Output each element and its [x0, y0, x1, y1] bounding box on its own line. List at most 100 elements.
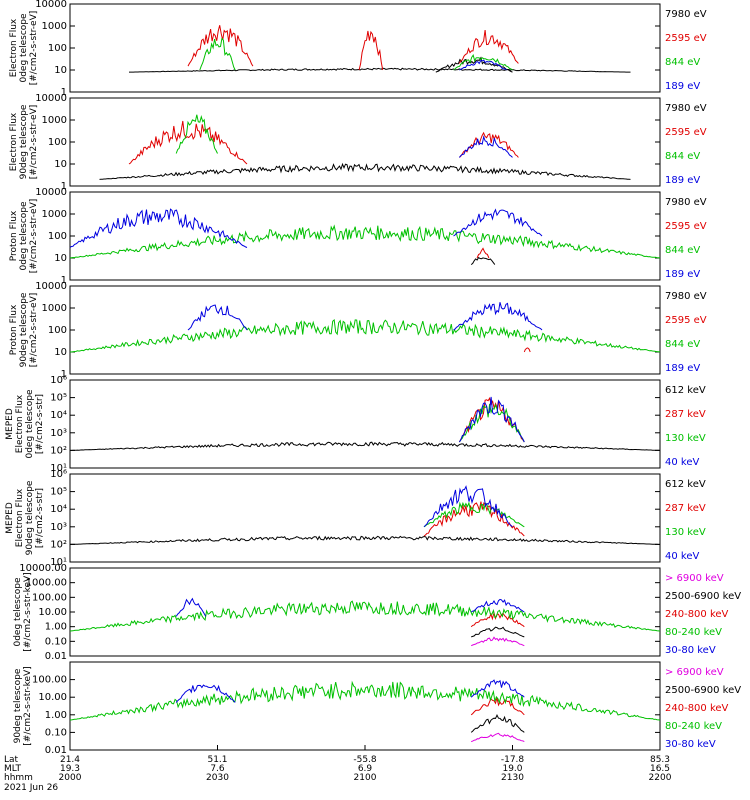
legend-label: 80-240 keV	[665, 627, 722, 638]
y-axis-label: Proton Flux	[9, 210, 19, 261]
series-612-kev	[70, 441, 661, 451]
panel-frame	[69, 379, 661, 469]
x-tick-label: 2030	[206, 773, 229, 783]
y-tick-label: 1	[61, 275, 67, 286]
series-line	[453, 54, 513, 71]
legend-label: 30-80 keV	[665, 645, 716, 656]
legend-label: > 6900 keV	[665, 573, 724, 584]
series-line	[69, 535, 660, 545]
y-tick-label: 10³	[50, 522, 67, 533]
series-line	[458, 403, 525, 443]
y-tick-label: 10⁶	[50, 375, 67, 386]
x-tick-label: 6.9	[358, 764, 373, 774]
y-tick-label: 1000	[42, 303, 67, 314]
y-axis-label: [#/cm2-s-str-eV]	[29, 199, 39, 274]
y-tick-label: 10⁵	[50, 393, 67, 404]
y-axis-label: Electron Flux	[9, 18, 19, 77]
legend-label: 2595 eV	[665, 315, 707, 326]
x-tick-label: 51.1	[207, 755, 227, 765]
series-189-ev	[459, 135, 513, 158]
y-axis-label: [#/cm2-s-str-eV]	[29, 293, 39, 368]
legend-label: 844 eV	[665, 339, 700, 350]
series-30-80-kev	[175, 597, 525, 617]
series-line	[187, 25, 254, 67]
series-240-800-kev	[470, 610, 525, 628]
series-line	[470, 598, 525, 613]
series-line	[70, 441, 661, 451]
y-tick-label: 100.00	[32, 592, 67, 603]
series--6900-kev	[470, 636, 525, 647]
x-tick-label: 2200	[649, 773, 672, 783]
series-line	[128, 120, 248, 165]
y-axis-label: 90deg telescope	[13, 668, 23, 743]
panel-3: 1 10 100 1000 10000 Proton Flux 0deg telescope…	[9, 187, 707, 286]
panel-frame	[69, 567, 661, 657]
x-tick-label: 2000	[59, 773, 82, 783]
y-tick-label: 0.01	[45, 745, 67, 756]
x-tick-label: 21.4	[60, 755, 80, 765]
series-80-240-kev	[69, 600, 661, 632]
y-tick-label: 1000	[42, 209, 67, 220]
y-tick-label: 100.00	[32, 675, 67, 686]
y-tick-label: 100	[48, 43, 67, 54]
x-tick-label: 19.0	[502, 764, 522, 774]
y-tick-label: 10¹	[50, 463, 67, 474]
series-130-kev	[458, 403, 525, 443]
panel-frame	[69, 191, 661, 281]
y-tick-label: 10000	[35, 93, 67, 104]
series-844-ev	[69, 319, 661, 353]
y-axis-label: [#/cm2-s-str]	[35, 394, 45, 454]
x-tick-label: 7.6	[210, 764, 225, 774]
y-axis-label: [#/cm2-s-str-eV]	[29, 105, 39, 180]
x-tick-label: 85.3	[650, 755, 670, 765]
series-line	[471, 732, 525, 743]
panel-frame	[69, 3, 661, 93]
panel-frame	[69, 661, 661, 751]
y-tick-label: 1.00	[45, 710, 67, 721]
series-844-ev	[69, 224, 661, 259]
y-tick-label: 0.10	[45, 636, 67, 647]
panel-7: 0.01 0.10 1.00 10.00 100.00 1000.00 10000.00 0d…	[13, 563, 741, 662]
y-axis-label: 0deg telescope	[13, 577, 23, 647]
series-line	[423, 485, 513, 528]
panel-4: 1 10 100 1000 10000 Proton Flux 90deg telescop…	[9, 281, 707, 380]
series-line	[471, 626, 525, 638]
series-line	[459, 135, 513, 158]
series-line	[470, 714, 525, 733]
y-tick-label: 10000	[35, 281, 67, 292]
y-tick-label: 10¹	[50, 557, 67, 568]
panel-frame	[69, 473, 661, 563]
series-30-80-kev	[175, 679, 525, 703]
y-tick-label: 100	[48, 137, 67, 148]
y-tick-label: 10³	[50, 428, 67, 439]
series-2500-6900-kev	[471, 626, 525, 638]
panel-2: 1 10 100 1000 10000 Electron Flux 90deg telesc…	[9, 93, 707, 192]
legend-label: 7980 eV	[665, 9, 707, 20]
series-189-ev	[187, 302, 543, 331]
y-axis-label: [#/cm2-s-str]	[35, 488, 45, 548]
series-80-240-kev	[69, 680, 661, 721]
date-label: 2021 Jun 26	[4, 783, 58, 793]
legend-label: 612 keV	[665, 385, 706, 396]
legend-label: 287 keV	[665, 409, 706, 420]
y-axis-label: 0deg telescope	[25, 389, 35, 459]
y-tick-label: 10.00	[38, 607, 67, 618]
legend-label: 189 eV	[665, 175, 700, 186]
y-tick-label: 10	[54, 159, 67, 170]
series-line	[470, 679, 525, 698]
y-tick-label: 0.10	[45, 727, 67, 738]
x-axis-row-label: MLT	[4, 764, 22, 774]
series-2595-ev	[523, 347, 531, 353]
series-line	[175, 597, 207, 617]
legend-label: 7980 eV	[665, 291, 707, 302]
series-line	[175, 684, 236, 703]
legend-label: 7980 eV	[665, 103, 707, 114]
y-tick-label: 100	[48, 231, 67, 242]
y-axis-label: 90deg telescope	[25, 480, 35, 555]
y-tick-label: 10²	[50, 445, 67, 456]
series--6900-kev	[471, 732, 525, 743]
panel-frame	[69, 285, 661, 375]
legend-label: 612 keV	[665, 479, 706, 490]
legend-label: 240-800 keV	[665, 609, 729, 620]
